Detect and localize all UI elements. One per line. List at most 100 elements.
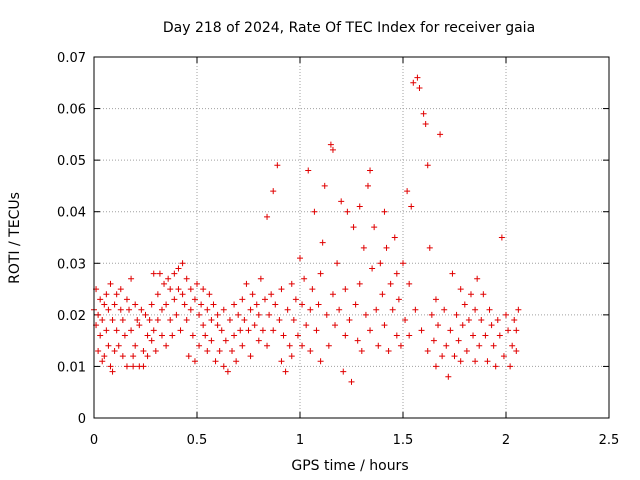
- data-point: [381, 208, 388, 215]
- data-point: [179, 260, 186, 267]
- data-point: [472, 306, 479, 313]
- data-point: [171, 296, 178, 303]
- data-point: [123, 363, 130, 370]
- data-point: [292, 296, 299, 303]
- data-point: [480, 291, 487, 298]
- data-point: [204, 347, 211, 354]
- data-point: [266, 311, 273, 318]
- data-point: [352, 301, 359, 308]
- data-point: [243, 280, 250, 287]
- data-point: [97, 332, 104, 339]
- data-point: [105, 342, 112, 349]
- data-point: [443, 342, 450, 349]
- x-tick-label: 1.5: [393, 433, 414, 448]
- data-point: [325, 342, 332, 349]
- x-tick-label: 1: [296, 433, 304, 448]
- data-point: [117, 286, 124, 293]
- data-point: [278, 358, 285, 365]
- data-point: [420, 110, 427, 117]
- data-point: [307, 306, 314, 313]
- data-point: [299, 342, 306, 349]
- data-point: [486, 306, 493, 313]
- data-point: [441, 306, 448, 313]
- data-point: [245, 327, 252, 334]
- data-point: [101, 353, 108, 360]
- data-point: [189, 332, 196, 339]
- y-tick-label: 0.02: [57, 309, 86, 324]
- data-point: [163, 301, 170, 308]
- data-point: [397, 342, 404, 349]
- data-point: [323, 311, 330, 318]
- data-point: [231, 332, 238, 339]
- data-point: [474, 275, 481, 282]
- data-point: [424, 347, 431, 354]
- data-point: [259, 327, 266, 334]
- data-point: [226, 317, 233, 324]
- data-point: [459, 322, 466, 329]
- data-point: [224, 368, 231, 375]
- data-point: [432, 363, 439, 370]
- data-point: [301, 275, 308, 282]
- data-point: [391, 234, 398, 241]
- x-tick-label: 0: [90, 433, 98, 448]
- data-point: [123, 296, 130, 303]
- data-point: [500, 353, 507, 360]
- data-point: [509, 342, 516, 349]
- data-point: [367, 327, 374, 334]
- data-point: [447, 327, 454, 334]
- data-point: [284, 306, 291, 313]
- data-point: [463, 347, 470, 354]
- data-point: [492, 363, 499, 370]
- data-point: [373, 306, 380, 313]
- data-point: [140, 363, 147, 370]
- data-point: [222, 337, 229, 344]
- data-point: [428, 311, 435, 318]
- data-point: [220, 363, 227, 370]
- data-point: [128, 275, 135, 282]
- data-point: [134, 317, 141, 324]
- data-point: [457, 358, 464, 365]
- y-tick-label: 0.04: [57, 206, 86, 221]
- data-point: [424, 162, 431, 169]
- data-point: [354, 337, 361, 344]
- x-axis-label: GPS time / hours: [291, 458, 408, 474]
- data-point: [171, 270, 178, 277]
- data-point: [117, 306, 124, 313]
- data-point: [364, 182, 371, 189]
- data-point: [467, 291, 474, 298]
- data-point: [196, 342, 203, 349]
- data-point: [286, 342, 293, 349]
- data-point: [432, 296, 439, 303]
- data-point: [154, 317, 161, 324]
- data-point: [472, 358, 479, 365]
- data-point: [173, 311, 180, 318]
- data-point: [156, 270, 163, 277]
- data-point: [503, 311, 509, 318]
- data-point: [191, 296, 198, 303]
- data-point: [513, 327, 520, 334]
- data-point: [105, 306, 112, 313]
- data-point: [95, 311, 102, 318]
- data-point: [453, 311, 460, 318]
- data-point: [214, 311, 221, 318]
- data-point: [278, 286, 285, 293]
- data-point: [511, 317, 518, 324]
- data-point: [311, 208, 318, 215]
- data-point: [99, 358, 106, 365]
- data-point: [344, 208, 351, 215]
- data-point: [268, 291, 275, 298]
- data-point: [175, 286, 182, 293]
- data-point: [412, 306, 419, 313]
- data-point: [146, 317, 153, 324]
- data-point: [496, 332, 503, 339]
- data-point: [358, 347, 365, 354]
- data-point: [437, 131, 444, 138]
- data-point: [187, 286, 194, 293]
- data-point: [251, 322, 258, 329]
- data-point: [383, 244, 390, 251]
- data-point: [408, 203, 415, 210]
- data-point: [148, 301, 155, 308]
- data-point: [414, 74, 421, 81]
- data-point: [381, 322, 388, 329]
- data-point: [342, 332, 349, 339]
